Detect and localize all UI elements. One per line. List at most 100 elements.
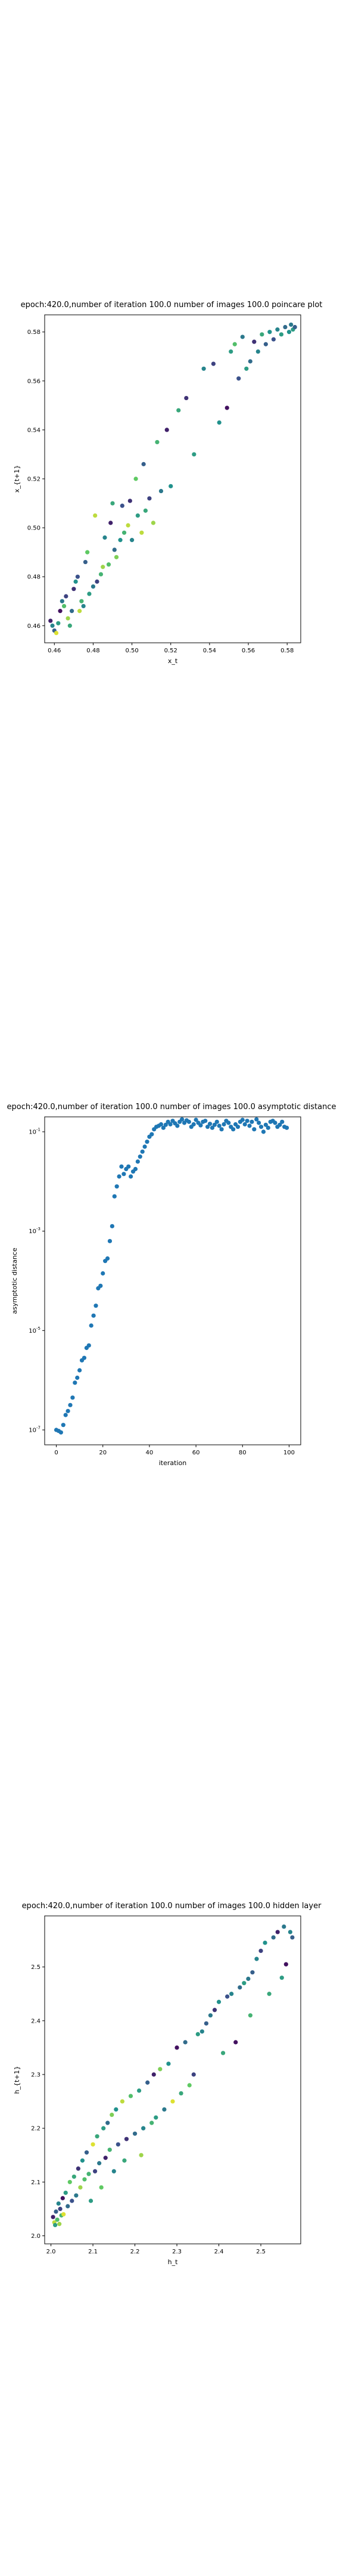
y-tick-label: 0.52 [27,476,40,483]
x-tick-label: 60 [192,1450,200,1456]
data-point [95,2134,99,2139]
x-tick-label: 40 [146,1450,154,1456]
x-axis-label: x_t [168,657,178,665]
data-point [78,2185,83,2190]
poincare-plot: epoch:420.0,number of iteration 100.0 nu… [13,301,322,665]
x-tick-label: 0.58 [280,648,294,654]
y-axis-label: asymptotic distance [11,1247,18,1314]
data-point [258,1125,264,1129]
data-point [138,1154,142,1159]
data-point [271,337,276,342]
data-point [151,521,156,525]
data-points [54,1117,289,1435]
data-point [205,1125,210,1129]
data-point [77,609,82,614]
data-point [252,1127,257,1132]
data-point [242,1122,247,1127]
data-point [121,1172,126,1176]
data-point [263,1940,267,1945]
data-point [212,2008,217,2012]
data-point [158,2067,163,2072]
data-point [184,395,189,401]
y-tick-label: 0.48 [27,574,40,581]
data-point [86,1343,91,1348]
data-point [61,1423,66,1428]
data-point [143,508,148,513]
data-point [105,1256,110,1261]
data-point [135,1159,140,1164]
y-tick-label: 2.2 [31,2126,40,2132]
x-tick-label: 0 [54,1450,58,1456]
data-point [120,2099,125,2104]
data-point [263,1122,268,1127]
data-point [220,2051,226,2055]
data-point [163,1122,168,1127]
y-axis-label: h_{t+1} [13,2066,21,2094]
data-point [81,603,86,609]
data-point [112,547,117,552]
data-point [207,1122,213,1126]
x-tick-label: 0.50 [125,648,138,654]
data-point [194,1117,198,1122]
data-point [64,594,68,599]
data-point [70,609,74,614]
data-point [97,2161,102,2166]
data-point [142,1144,147,1149]
x-tick-label: 2.1 [88,2249,98,2255]
data-point [58,609,63,614]
data-point [224,405,229,410]
data-point [101,1271,105,1276]
data-point [114,2107,119,2112]
data-point [191,2072,196,2077]
data-point [107,2147,112,2152]
data-point [161,1125,166,1130]
data-point [93,513,98,518]
y-tick-label: 2.1 [31,2179,40,2186]
data-point [257,1120,261,1125]
x-tick-label: 20 [99,1450,107,1456]
data-point [211,361,216,366]
data-point [179,2091,183,2096]
data-point [166,2061,171,2066]
data-point [84,2150,89,2155]
data-point [288,1930,292,1934]
data-point [280,1119,285,1124]
x-tick-label: 2.5 [256,2249,266,2255]
y-tick-label: 10-3 [29,1227,40,1235]
data-point [111,2169,116,2174]
data-point [132,2131,138,2136]
data-point [127,499,132,503]
data-point [279,332,284,337]
data-point [238,1985,242,1990]
data-point [110,2113,114,2117]
chart-title: epoch:420.0,number of iteration 100.0 nu… [21,301,323,309]
data-point [73,1380,77,1385]
data-point [198,1123,203,1128]
data-point [149,2120,154,2125]
data-point [137,2088,142,2093]
data-point [235,1125,241,1129]
x-tick-label: 0.46 [48,648,61,654]
data-point [275,1930,280,1934]
data-point [110,1224,114,1228]
data-point [91,1313,96,1318]
data-point [99,2185,104,2190]
data-point [110,501,115,506]
y-tick-label: 0.58 [27,329,40,336]
x-tick-label: 100 [283,1450,295,1456]
data-point [77,1368,82,1373]
data-point [252,339,257,344]
data-point [63,2190,68,2195]
data-point [290,1935,295,1940]
data-point [102,535,107,540]
data-point [112,1194,117,1199]
data-point [245,1119,250,1123]
data-point [169,484,173,488]
data-point [83,559,88,565]
data-point [244,366,249,371]
data-point [216,1999,222,2004]
plot-frame [44,314,301,643]
data-point [233,2040,238,2045]
y-tick-label: 10-5 [29,1326,40,1335]
data-point [217,420,222,425]
